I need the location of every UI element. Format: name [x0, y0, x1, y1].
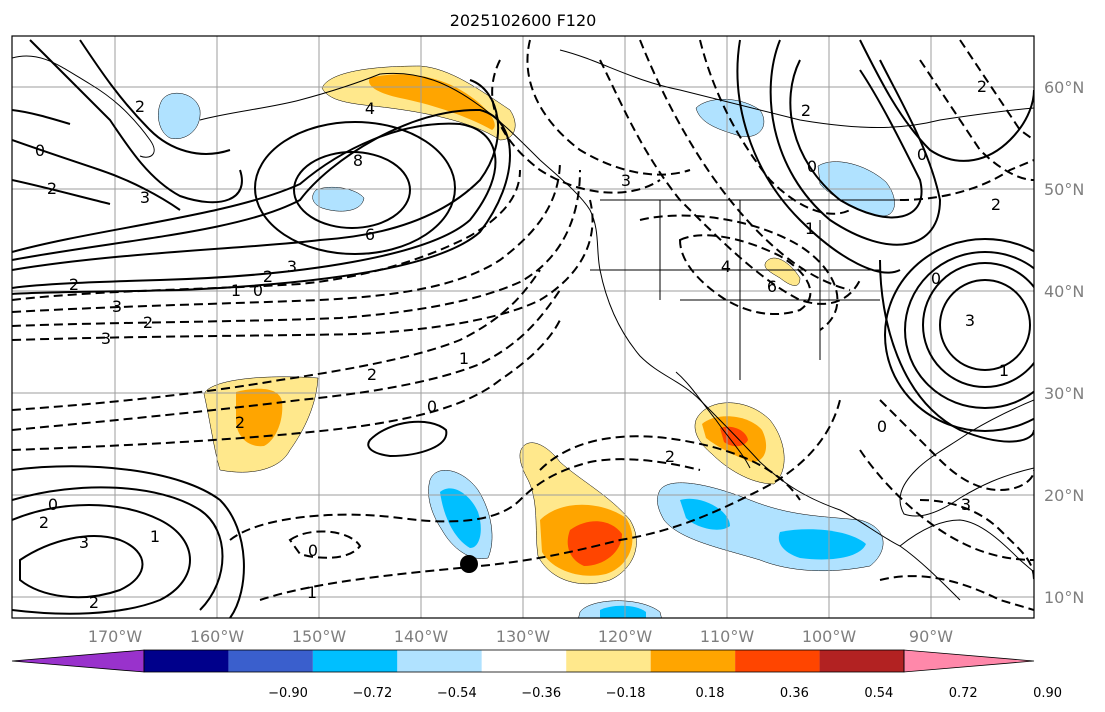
lat-label-50n: 50°N [1044, 180, 1084, 199]
contour-label: 3 [79, 533, 89, 552]
contour-label: 8 [353, 151, 363, 170]
lon-label-150w: 150°W [292, 627, 347, 646]
latitude-labels: 60°N 50°N 40°N 30°N 20°N 10°N [1044, 78, 1084, 607]
colorbar-tick-label: −0.90 [268, 686, 308, 701]
contour-label: 0 [308, 541, 318, 560]
contour-label: 6 [767, 277, 777, 296]
contour-label: 1 [307, 583, 317, 602]
contour-label: 0 [931, 269, 941, 288]
contour-label: 1 [150, 527, 160, 546]
contour-label: 3 [101, 329, 111, 348]
contour-label: 3 [112, 297, 122, 316]
contour-label: 3 [621, 171, 631, 190]
contour-label: 0 [253, 281, 263, 300]
contour-label: 0 [427, 397, 437, 416]
dashed-contours [12, 39, 1034, 611]
contour-label: 2 [367, 365, 377, 384]
contour-label: 2 [235, 413, 245, 432]
lon-label-140w: 140°W [394, 627, 449, 646]
contour-label: 1 [459, 349, 469, 368]
colorbar-box [566, 650, 651, 672]
lon-label-110w: 110°W [700, 627, 755, 646]
lat-label-30n: 30°N [1044, 384, 1084, 403]
contour-label: 0 [917, 145, 927, 164]
contour-label: 3 [287, 257, 297, 276]
contour-label: 2 [991, 195, 1001, 214]
lat-label-20n: 20°N [1044, 486, 1084, 505]
colorbar-box [481, 650, 567, 672]
map-title: 2025102600 F120 [450, 11, 597, 30]
graticule [12, 36, 1034, 618]
contour-label: 1 [805, 219, 815, 238]
colorbar-box [397, 650, 482, 672]
contour-label: 0 [48, 495, 58, 514]
contour-label: 2 [69, 275, 79, 294]
lon-label-120w: 120°W [598, 627, 653, 646]
lon-label-170w: 170°W [88, 627, 143, 646]
contour-label: 1 [231, 281, 241, 300]
contour-label: 6 [365, 225, 375, 244]
colorbar-tick-label: 0.90 [1033, 686, 1062, 701]
colorbar-extend-low [11, 649, 145, 673]
lon-label-130w: 130°W [496, 627, 551, 646]
contour-label: 2 [135, 97, 145, 116]
colorbar-tick-label: −0.36 [521, 686, 561, 701]
colorbar-box [312, 650, 398, 672]
lat-label-60n: 60°N [1044, 78, 1084, 97]
contour-label: 3 [140, 188, 150, 207]
colorbar-extend-high [903, 649, 1035, 673]
contour-label: 2 [39, 513, 49, 532]
contour-label: 2 [665, 447, 675, 466]
colorbar: −0.90 −0.72 −0.54 −0.36 −0.18 0.18 0.36 0.54 0.7… [11, 649, 1062, 701]
contour-label: 0 [35, 141, 45, 160]
colorbar-tick-label: 0.72 [949, 686, 978, 701]
colorbar-tick-label: −0.18 [606, 686, 646, 701]
colorbar-tick-label: 0.54 [864, 686, 893, 701]
colorbar-tick-label: 0.18 [696, 686, 725, 701]
longitude-labels: 170°W 160°W 150°W 140°W 130°W 120°W 110°… [88, 627, 953, 646]
colorbar-box [144, 650, 229, 672]
contour-label: 2 [801, 101, 811, 120]
colorbar-tick-label: 0.36 [780, 686, 809, 701]
colorbar-frame [143, 649, 905, 673]
colorbar-box [819, 650, 904, 672]
lon-label-90w: 90°W [909, 627, 953, 646]
contour-label: 2 [263, 267, 273, 286]
contour-label: 3 [965, 311, 975, 330]
contour-label: 2 [143, 313, 153, 332]
contour-label: 0 [877, 417, 887, 436]
colorbar-tick-label: −0.54 [437, 686, 477, 701]
colorbar-box [650, 650, 736, 672]
station-marker [460, 555, 478, 573]
colorbar-box [228, 650, 313, 672]
lon-label-100w: 100°W [802, 627, 857, 646]
contour-label: 2 [47, 179, 57, 198]
lat-label-10n: 10°N [1044, 588, 1084, 607]
contour-label: 2 [977, 77, 987, 96]
contour-label: 1 [999, 361, 1009, 380]
contour-label: 4 [721, 257, 731, 276]
shaded-anomalies [158, 65, 895, 618]
contour-label: 4 [365, 99, 375, 118]
lon-label-160w: 160°W [190, 627, 245, 646]
colorbar-box [735, 650, 820, 672]
coastlines [12, 49, 1034, 601]
contour-label: 3 [961, 495, 971, 514]
contour-label: 2 [89, 593, 99, 612]
lat-label-40n: 40°N [1044, 282, 1084, 301]
contour-label: 0 [807, 157, 817, 176]
solid-contours [12, 39, 1034, 618]
map-frame [11, 35, 1035, 619]
colorbar-tick-label: −0.72 [352, 686, 392, 701]
